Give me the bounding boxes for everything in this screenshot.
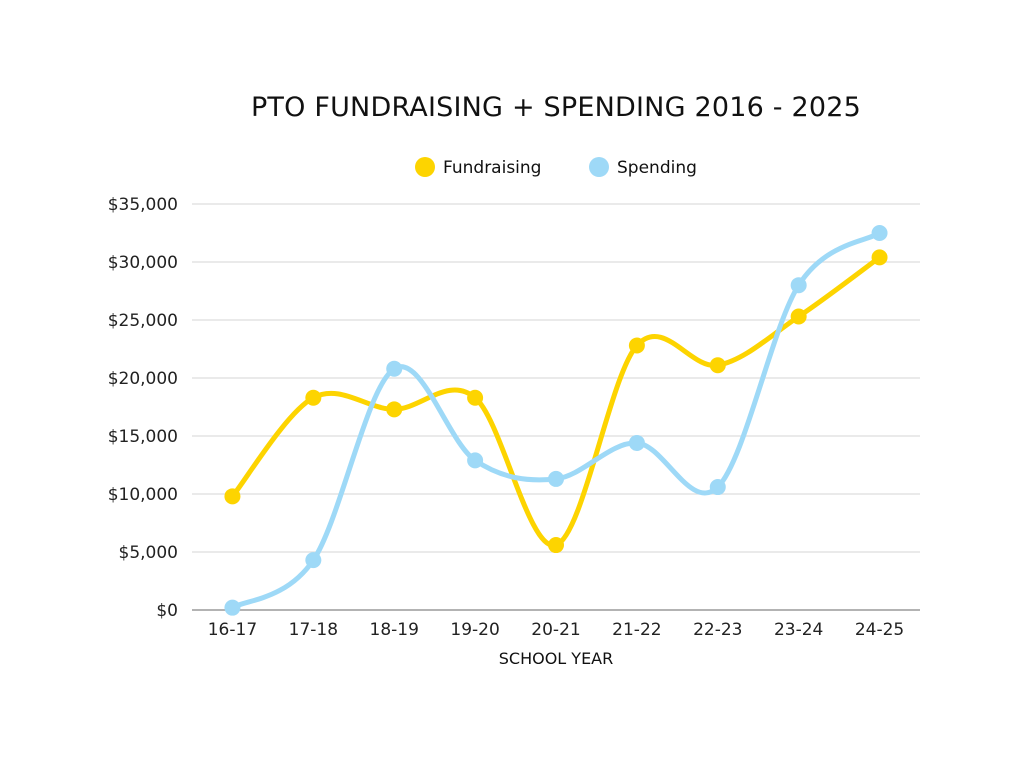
data-point-spending [709,479,726,496]
y-tick-label: $15,000 [108,427,178,447]
x-tick-label: 21-22 [612,620,661,640]
x-tick-label: 19-20 [450,620,499,640]
data-point-spending [548,470,564,487]
data-point-spending [871,225,888,241]
legend-label-spending: Spending [617,158,697,178]
data-point-spending [305,552,322,569]
y-tick-label: $0 [156,601,178,621]
y-tick-label: $25,000 [108,311,178,331]
legend-marker-fundraising [415,157,435,177]
data-point-fundraising [386,401,403,418]
x-tick-label: 22-23 [693,620,742,640]
x-tick-label: 18-19 [370,620,419,640]
y-tick-label: $35,000 [108,195,178,215]
x-axis-title: SCHOOL YEAR [499,649,614,668]
y-tick-label: $10,000 [108,485,178,505]
data-point-spending [628,434,645,451]
data-point-fundraising [548,537,564,554]
x-tick-label: 17-18 [289,620,338,640]
data-point-spending [386,360,403,377]
x-tick-label: 24-25 [855,620,904,640]
x-tick-label: 20-21 [531,620,580,640]
series-line-fundraising [229,254,883,548]
y-tick-label: $30,000 [108,253,178,273]
y-tick-label: $20,000 [108,369,178,389]
legend-label-fundraising: Fundraising [443,158,541,178]
x-tick-label: 16-17 [208,620,257,640]
data-point-fundraising [305,389,322,406]
y-tick-label: $5,000 [119,543,178,563]
data-point-spending [224,599,241,616]
data-point-fundraising [871,249,888,266]
data-point-fundraising [467,389,484,406]
legend-marker-spending [589,157,609,177]
chart-title-text: PTO FUNDRAISING + SPENDING 2016 - 2025 [250,92,862,123]
data-point-spending [467,452,484,469]
x-tick-label: 23-24 [774,620,823,640]
data-point-fundraising [628,337,645,354]
data-point-fundraising [224,488,241,505]
data-point-fundraising [709,357,726,374]
data-point-spending [790,277,807,294]
data-point-fundraising [790,308,807,325]
chart-title: PTO FUNDRAISING + SPENDING 2016 - 2025 [0,92,1024,123]
